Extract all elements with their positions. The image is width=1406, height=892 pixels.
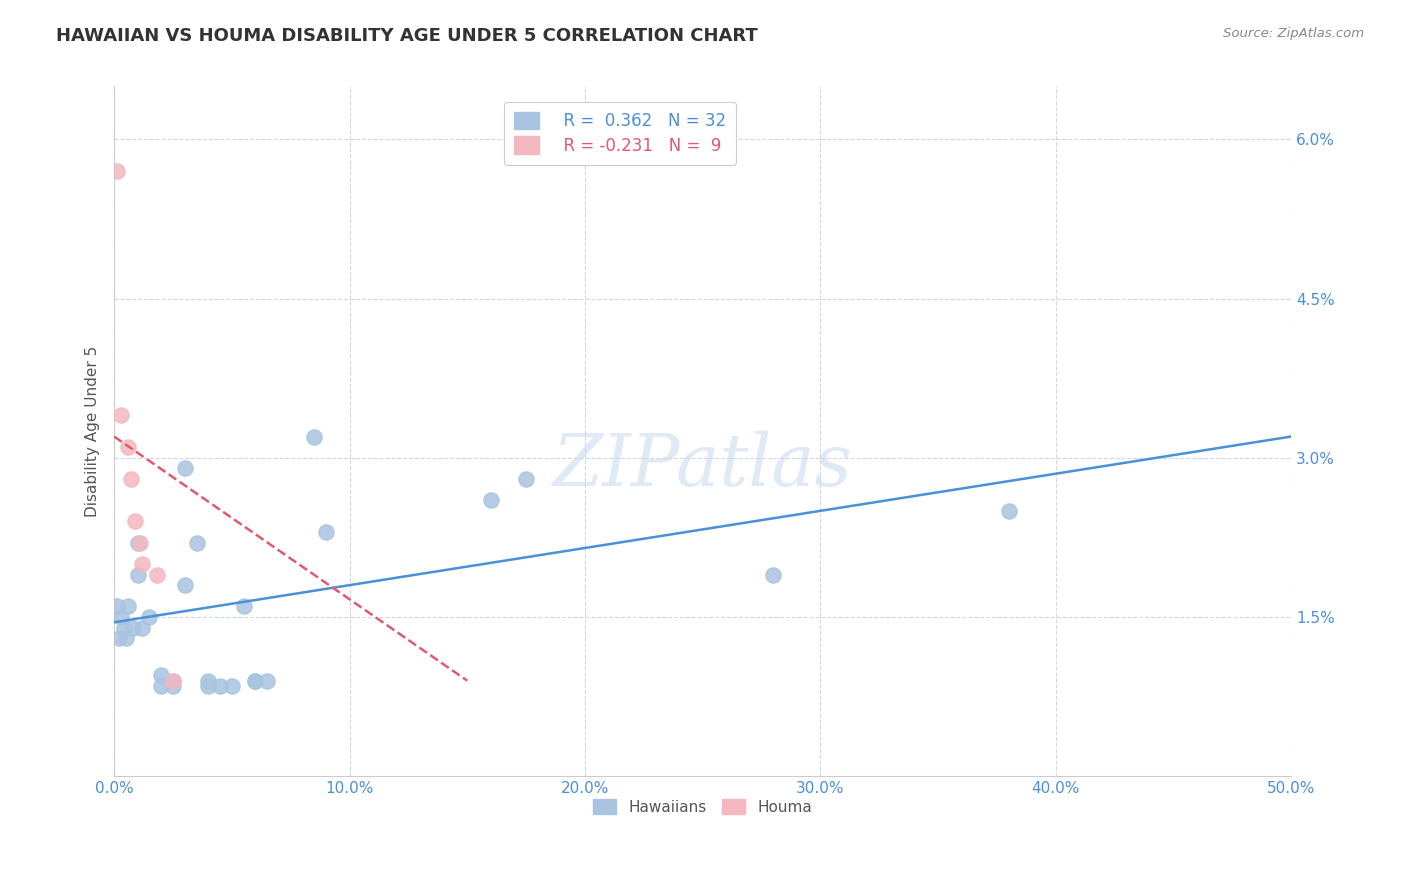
Point bbox=[127, 535, 149, 549]
Point bbox=[304, 429, 326, 443]
Point bbox=[122, 621, 145, 635]
Point bbox=[221, 679, 243, 693]
Point bbox=[131, 621, 153, 635]
Point bbox=[197, 673, 219, 688]
Point bbox=[129, 535, 152, 549]
Point bbox=[110, 610, 132, 624]
Point bbox=[127, 567, 149, 582]
Point bbox=[131, 557, 153, 571]
Point bbox=[245, 673, 267, 688]
Point bbox=[197, 679, 219, 693]
Point bbox=[762, 567, 785, 582]
Text: ZIPatlas: ZIPatlas bbox=[553, 431, 852, 501]
Point bbox=[112, 621, 135, 635]
Point bbox=[479, 493, 502, 508]
Point bbox=[145, 567, 167, 582]
Point bbox=[138, 610, 160, 624]
Point bbox=[117, 440, 139, 454]
Point bbox=[209, 679, 232, 693]
Point bbox=[120, 472, 142, 486]
Point bbox=[105, 599, 128, 614]
Point bbox=[110, 409, 132, 423]
Point bbox=[117, 599, 139, 614]
Legend: Hawaiians, Houma: Hawaiians, Houma bbox=[583, 789, 821, 823]
Point bbox=[150, 668, 173, 682]
Text: HAWAIIAN VS HOUMA DISABILITY AGE UNDER 5 CORRELATION CHART: HAWAIIAN VS HOUMA DISABILITY AGE UNDER 5… bbox=[56, 27, 758, 45]
Text: Source: ZipAtlas.com: Source: ZipAtlas.com bbox=[1223, 27, 1364, 40]
Point bbox=[315, 525, 337, 540]
Y-axis label: Disability Age Under 5: Disability Age Under 5 bbox=[86, 345, 100, 516]
Point bbox=[162, 673, 184, 688]
Point bbox=[186, 535, 208, 549]
Point bbox=[162, 679, 184, 693]
Point bbox=[150, 679, 173, 693]
Point bbox=[115, 631, 138, 645]
Point bbox=[124, 515, 146, 529]
Point bbox=[108, 631, 131, 645]
Point bbox=[173, 461, 195, 475]
Point bbox=[173, 578, 195, 592]
Point bbox=[232, 599, 254, 614]
Point bbox=[997, 504, 1019, 518]
Point bbox=[515, 472, 537, 486]
Point bbox=[256, 673, 278, 688]
Point bbox=[162, 673, 184, 688]
Point bbox=[105, 164, 128, 178]
Point bbox=[245, 673, 267, 688]
